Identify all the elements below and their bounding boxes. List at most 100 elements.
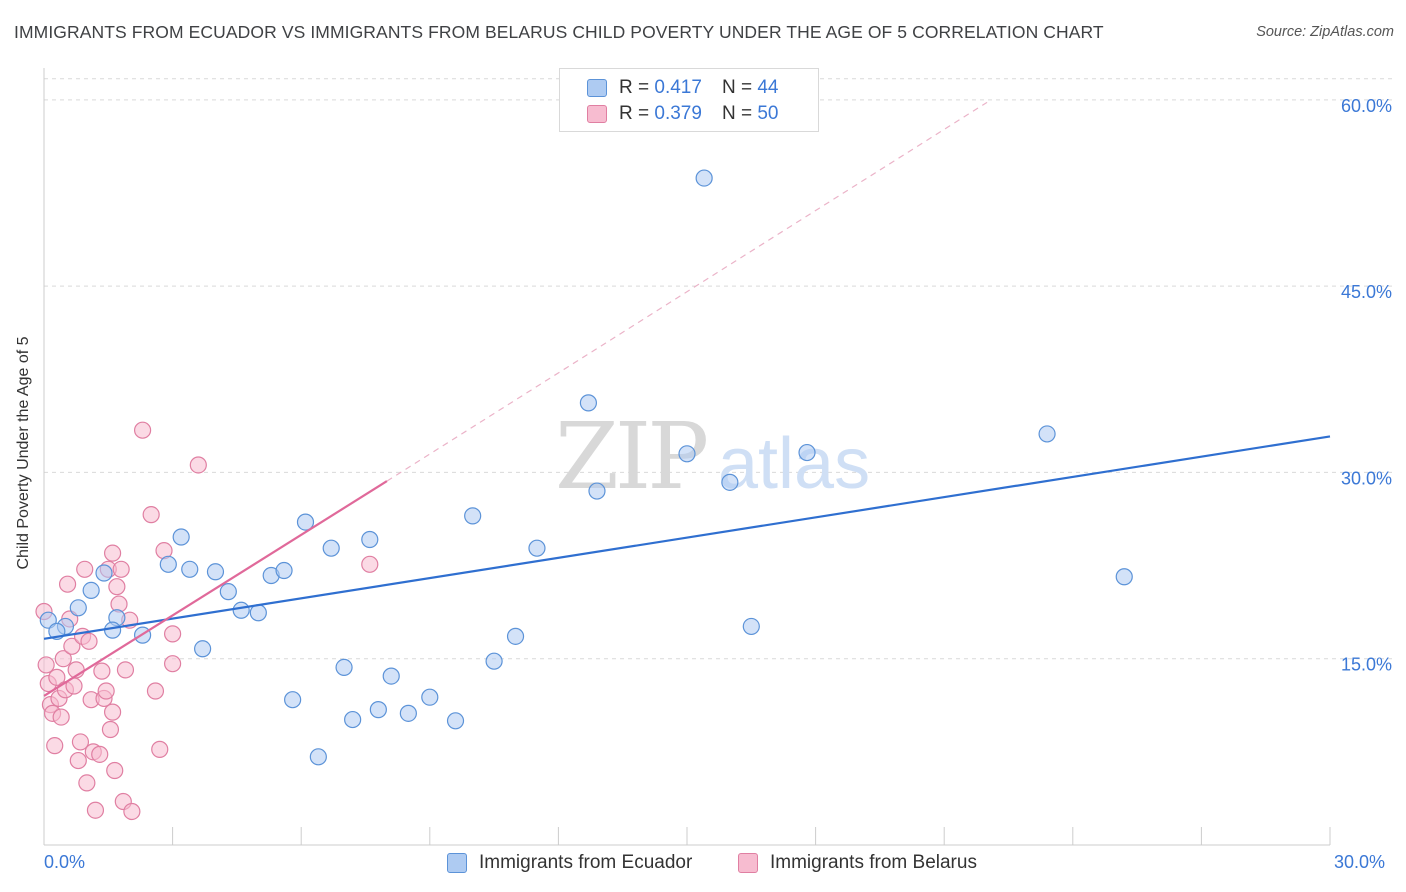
- point-ecuador: [742, 617, 760, 636]
- point-ecuador: [588, 482, 606, 500]
- point-ecuador: [1115, 568, 1133, 586]
- bottom-legend-ecuador: Immigrants from Ecuador: [447, 852, 692, 874]
- point-belarus: [123, 802, 141, 821]
- bottom-legend-swatch-belarus: [738, 853, 758, 873]
- point-ecuador: [232, 601, 250, 619]
- point-belarus: [133, 421, 152, 439]
- point-ecuador: [249, 604, 267, 622]
- point-ecuador: [309, 748, 327, 766]
- point-ecuador: [194, 640, 212, 658]
- watermark: ZIP atlas: [555, 403, 870, 510]
- point-belarus: [93, 662, 111, 680]
- bottom-legend-label-belarus: Immigrants from Belarus: [770, 852, 977, 873]
- point-belarus: [76, 560, 94, 578]
- legend-n-label: N =: [721, 77, 753, 98]
- point-belarus: [71, 733, 90, 751]
- point-ecuador: [798, 443, 816, 462]
- legend-n-ecuador: 44: [757, 77, 779, 98]
- y-tick-labels: 15.0% 30.0% 45.0% 60.0%: [1341, 96, 1392, 675]
- point-belarus: [46, 737, 64, 755]
- point-belarus: [151, 740, 169, 758]
- point-ecuador: [369, 701, 387, 719]
- point-belarus: [86, 801, 105, 819]
- legend-n-label: N =: [721, 103, 753, 124]
- point-belarus: [58, 575, 77, 593]
- chart-title: IMMIGRANTS FROM ECUADOR VS IMMIGRANTS FR…: [14, 22, 1104, 42]
- y-tick-label: 60.0%: [1341, 96, 1392, 116]
- x-tick-label-max: 30.0%: [1334, 852, 1386, 872]
- legend-r-ecuador: 0.417: [654, 77, 702, 98]
- y-tick-label: 30.0%: [1341, 468, 1392, 488]
- point-ecuador: [296, 513, 315, 531]
- point-ecuador: [322, 539, 340, 557]
- point-ecuador: [1038, 425, 1056, 443]
- point-ecuador: [172, 528, 190, 546]
- point-ecuador: [335, 658, 353, 677]
- point-ecuador: [206, 563, 225, 581]
- point-ecuador: [361, 530, 379, 549]
- point-ecuador: [446, 712, 465, 730]
- grid-lines: [44, 78, 1392, 660]
- point-ecuador: [159, 555, 177, 573]
- point-ecuador: [506, 627, 525, 645]
- point-ecuador: [82, 581, 100, 600]
- y-axis-label: Child Poverty Under the Age of 5: [15, 336, 32, 570]
- trend-lines: [43, 101, 1331, 697]
- y-tick-label: 15.0%: [1341, 655, 1392, 675]
- point-ecuador: [464, 507, 482, 525]
- point-belarus: [80, 632, 98, 650]
- point-ecuador: [382, 667, 400, 685]
- series-belarus: [35, 421, 379, 821]
- point-belarus: [146, 682, 165, 700]
- point-belarus: [91, 745, 109, 763]
- legend-r-belarus: 0.379: [654, 103, 702, 124]
- bottom-legend-belarus: Immigrants from Belarus: [738, 852, 977, 874]
- point-belarus: [361, 555, 379, 573]
- point-belarus: [103, 703, 122, 721]
- source-label: Source: ZipAtlas.com: [1256, 24, 1394, 40]
- point-ecuador: [95, 564, 113, 582]
- point-ecuador: [284, 691, 302, 709]
- point-belarus: [101, 720, 120, 739]
- point-ecuador: [528, 539, 546, 557]
- trend-extension-belarus: [386, 101, 988, 482]
- point-ecuador: [275, 561, 293, 580]
- bottom-legend-label-ecuador: Immigrants from Ecuador: [479, 852, 693, 873]
- point-belarus: [106, 761, 124, 780]
- point-belarus: [112, 560, 130, 578]
- x-tick-label-min: 0.0%: [44, 852, 86, 872]
- legend-row-ecuador: R = 0.417 N = 44: [587, 77, 778, 99]
- legend-row-belarus: R = 0.379 N = 50: [587, 103, 778, 125]
- trend-line-belarus: [43, 480, 388, 697]
- axes: [43, 68, 1331, 846]
- point-belarus: [48, 668, 66, 686]
- point-ecuador: [69, 599, 87, 617]
- point-belarus: [108, 578, 126, 596]
- point-ecuador: [344, 710, 362, 729]
- point-belarus: [97, 682, 115, 700]
- legend-r-label: R =: [619, 77, 650, 98]
- point-ecuador: [579, 394, 598, 412]
- point-ecuador: [103, 621, 122, 639]
- legend-swatch-belarus: [587, 105, 607, 123]
- point-belarus: [69, 751, 87, 770]
- point-belarus: [164, 625, 182, 643]
- point-belarus: [63, 637, 81, 655]
- trend-line-ecuador: [43, 435, 1331, 640]
- legend: R = 0.417 N = 44 R = 0.379 N = 50: [559, 68, 819, 132]
- legend-swatch-ecuador: [587, 79, 607, 97]
- y-tick-label: 45.0%: [1341, 282, 1392, 302]
- legend-n-belarus: 50: [757, 103, 779, 124]
- point-belarus: [103, 544, 122, 562]
- bottom-legend-swatch-ecuador: [447, 853, 467, 873]
- point-ecuador: [485, 652, 503, 670]
- point-ecuador: [219, 583, 237, 601]
- point-ecuador: [695, 169, 713, 187]
- point-belarus: [142, 506, 160, 524]
- point-belarus: [189, 456, 207, 474]
- point-belarus: [116, 661, 135, 679]
- point-ecuador: [678, 445, 696, 463]
- point-ecuador: [181, 560, 199, 578]
- watermark-atlas: atlas: [718, 424, 870, 504]
